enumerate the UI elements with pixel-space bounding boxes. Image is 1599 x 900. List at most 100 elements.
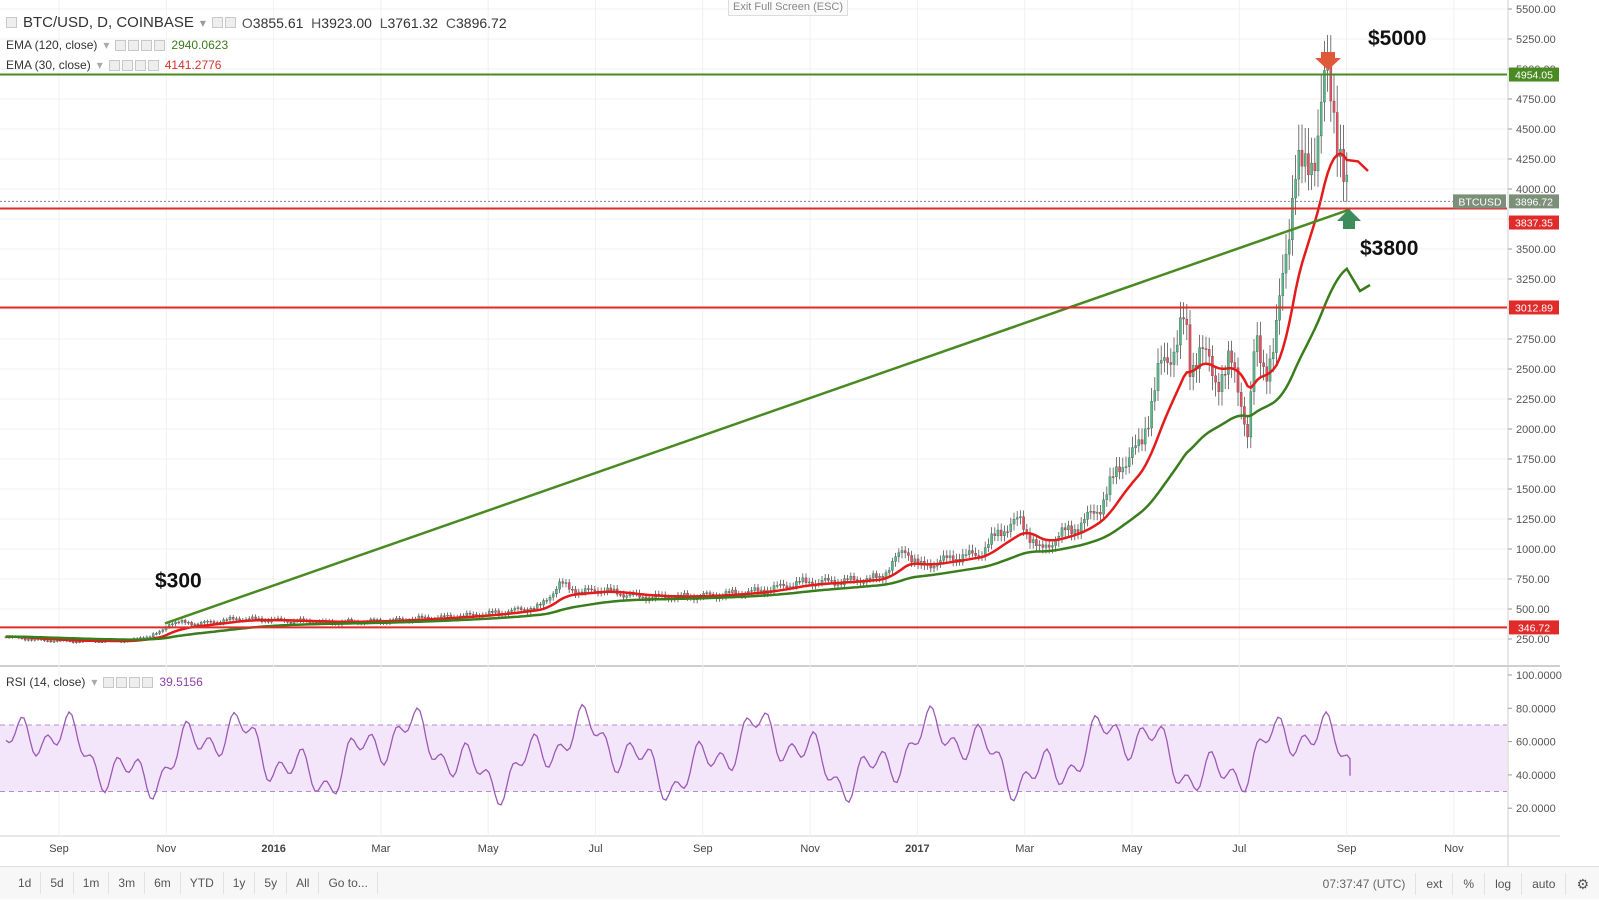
symbol-name[interactable]: BTC/USD, D, COINBASE: [23, 14, 194, 31]
candle-body: [558, 581, 561, 590]
candle-body: [561, 581, 565, 584]
indicator-controls[interactable]: [103, 676, 154, 688]
candle-body: [1169, 362, 1173, 365]
candle-body: [1220, 374, 1224, 392]
gear-icon[interactable]: ⚙: [1565, 872, 1599, 895]
candle-body: [251, 616, 254, 619]
time-axis-label: Sep: [693, 843, 713, 855]
candle-body: [830, 580, 833, 582]
indicator-controls[interactable]: [115, 39, 166, 51]
collapse-icon[interactable]: [6, 17, 17, 28]
candle-body: [590, 588, 593, 591]
price-axis-label: 1750.00: [1516, 454, 1556, 466]
chevron-down-icon[interactable]: ▾: [96, 58, 103, 72]
time-axis-label: Jul: [588, 843, 602, 855]
time-axis-label: Mar: [1015, 843, 1034, 855]
price-axis-label: 1000.00: [1516, 544, 1556, 556]
candle-body: [846, 578, 849, 580]
timeframe-button-3m[interactable]: 3m: [109, 872, 146, 894]
candle-body: [1060, 527, 1064, 537]
candle-body: [1262, 362, 1265, 367]
timeframe-button-5d[interactable]: 5d: [41, 872, 74, 894]
timeframe-button-ytd[interactable]: YTD: [181, 872, 224, 894]
timeframe-button-6m[interactable]: 6m: [145, 872, 181, 894]
ema120-label[interactable]: EMA (120, close): [6, 38, 98, 52]
ema30-label[interactable]: EMA (30, close): [6, 58, 91, 72]
price-marker-text: 346.72: [1518, 622, 1550, 634]
timeframe-button-1y[interactable]: 1y: [224, 872, 256, 894]
candle-body: [1204, 348, 1208, 350]
candle-body: [628, 594, 632, 596]
ema120-line: [6, 266, 1371, 641]
percent-button[interactable]: %: [1452, 872, 1484, 895]
chevron-down-icon[interactable]: ▾: [91, 675, 98, 689]
rsi-value: 39.5156: [159, 675, 203, 689]
timeframe-button-all[interactable]: All: [287, 872, 320, 894]
candle-body: [1287, 239, 1291, 255]
timeframe-button-1m[interactable]: 1m: [74, 872, 110, 894]
candle-body: [535, 603, 539, 609]
candle-body: [1105, 494, 1109, 500]
candle-body: [583, 588, 587, 593]
candle-body: [1316, 135, 1320, 172]
candle-body: [193, 623, 197, 626]
candle-body: [571, 589, 574, 591]
candle-body: [779, 583, 782, 586]
symbol-marker-label: [1453, 194, 1506, 209]
candle-body: [875, 573, 878, 578]
candle-body: [1255, 335, 1259, 352]
timeframe-button-goto[interactable]: Go to...: [319, 872, 378, 894]
candle-body: [1041, 544, 1045, 548]
indicator-controls[interactable]: [108, 59, 159, 71]
candle-body: [1310, 162, 1313, 176]
price-marker-text: 3896.72: [1515, 196, 1553, 208]
rsi-label[interactable]: RSI (14, close): [6, 675, 86, 689]
candle-body: [1185, 318, 1189, 325]
candle-body: [1319, 101, 1323, 137]
candle-body: [177, 621, 181, 624]
price-axis-label: 4000.00: [1516, 184, 1556, 196]
candle-body: [961, 554, 965, 563]
candle-body: [1163, 357, 1166, 361]
candle-body: [1086, 512, 1089, 520]
candle-body: [1047, 544, 1051, 548]
candle-body: [254, 616, 257, 619]
candle-body: [1134, 445, 1137, 448]
candle-body: [1271, 352, 1275, 360]
candle-body: [820, 580, 824, 584]
price-axis-label: 2500.00: [1516, 364, 1556, 376]
chevron-down-icon[interactable]: ▾: [199, 15, 206, 30]
candle-body: [1015, 517, 1019, 520]
candle-body: [1153, 390, 1157, 402]
price-annotation: $300: [155, 569, 202, 592]
ext-button[interactable]: ext: [1415, 872, 1452, 895]
series-controls[interactable]: [211, 17, 236, 28]
candle-body: [932, 566, 936, 569]
candle-body: [161, 629, 165, 632]
candle-body: [1342, 149, 1345, 182]
log-button[interactable]: log: [1484, 872, 1521, 895]
candle-body: [903, 550, 907, 553]
candle-body: [49, 640, 53, 643]
candle-body: [942, 555, 945, 561]
candle-body: [1006, 531, 1009, 533]
candle-body: [1127, 457, 1131, 467]
rsi-axis-label: 40.0000: [1516, 770, 1556, 782]
candle-body: [990, 533, 993, 545]
chevron-down-icon[interactable]: ▾: [103, 38, 110, 52]
price-axis-label: 3250.00: [1516, 274, 1556, 286]
auto-button[interactable]: auto: [1521, 872, 1565, 895]
candle-body: [1297, 150, 1301, 180]
candle-body: [1335, 112, 1339, 158]
candle-body: [567, 582, 571, 590]
candle-body: [1329, 64, 1333, 102]
price-annotation: $5000: [1368, 27, 1426, 50]
timeframe-button-5y[interactable]: 5y: [255, 872, 288, 894]
candle-body: [487, 610, 491, 615]
price-axis-label: 500.00: [1516, 604, 1550, 616]
timeframe-button-1d[interactable]: 1d: [0, 872, 42, 894]
candle-body: [510, 609, 513, 612]
exit-fullscreen-button[interactable]: Exit Full Screen (ESC): [728, 0, 848, 16]
